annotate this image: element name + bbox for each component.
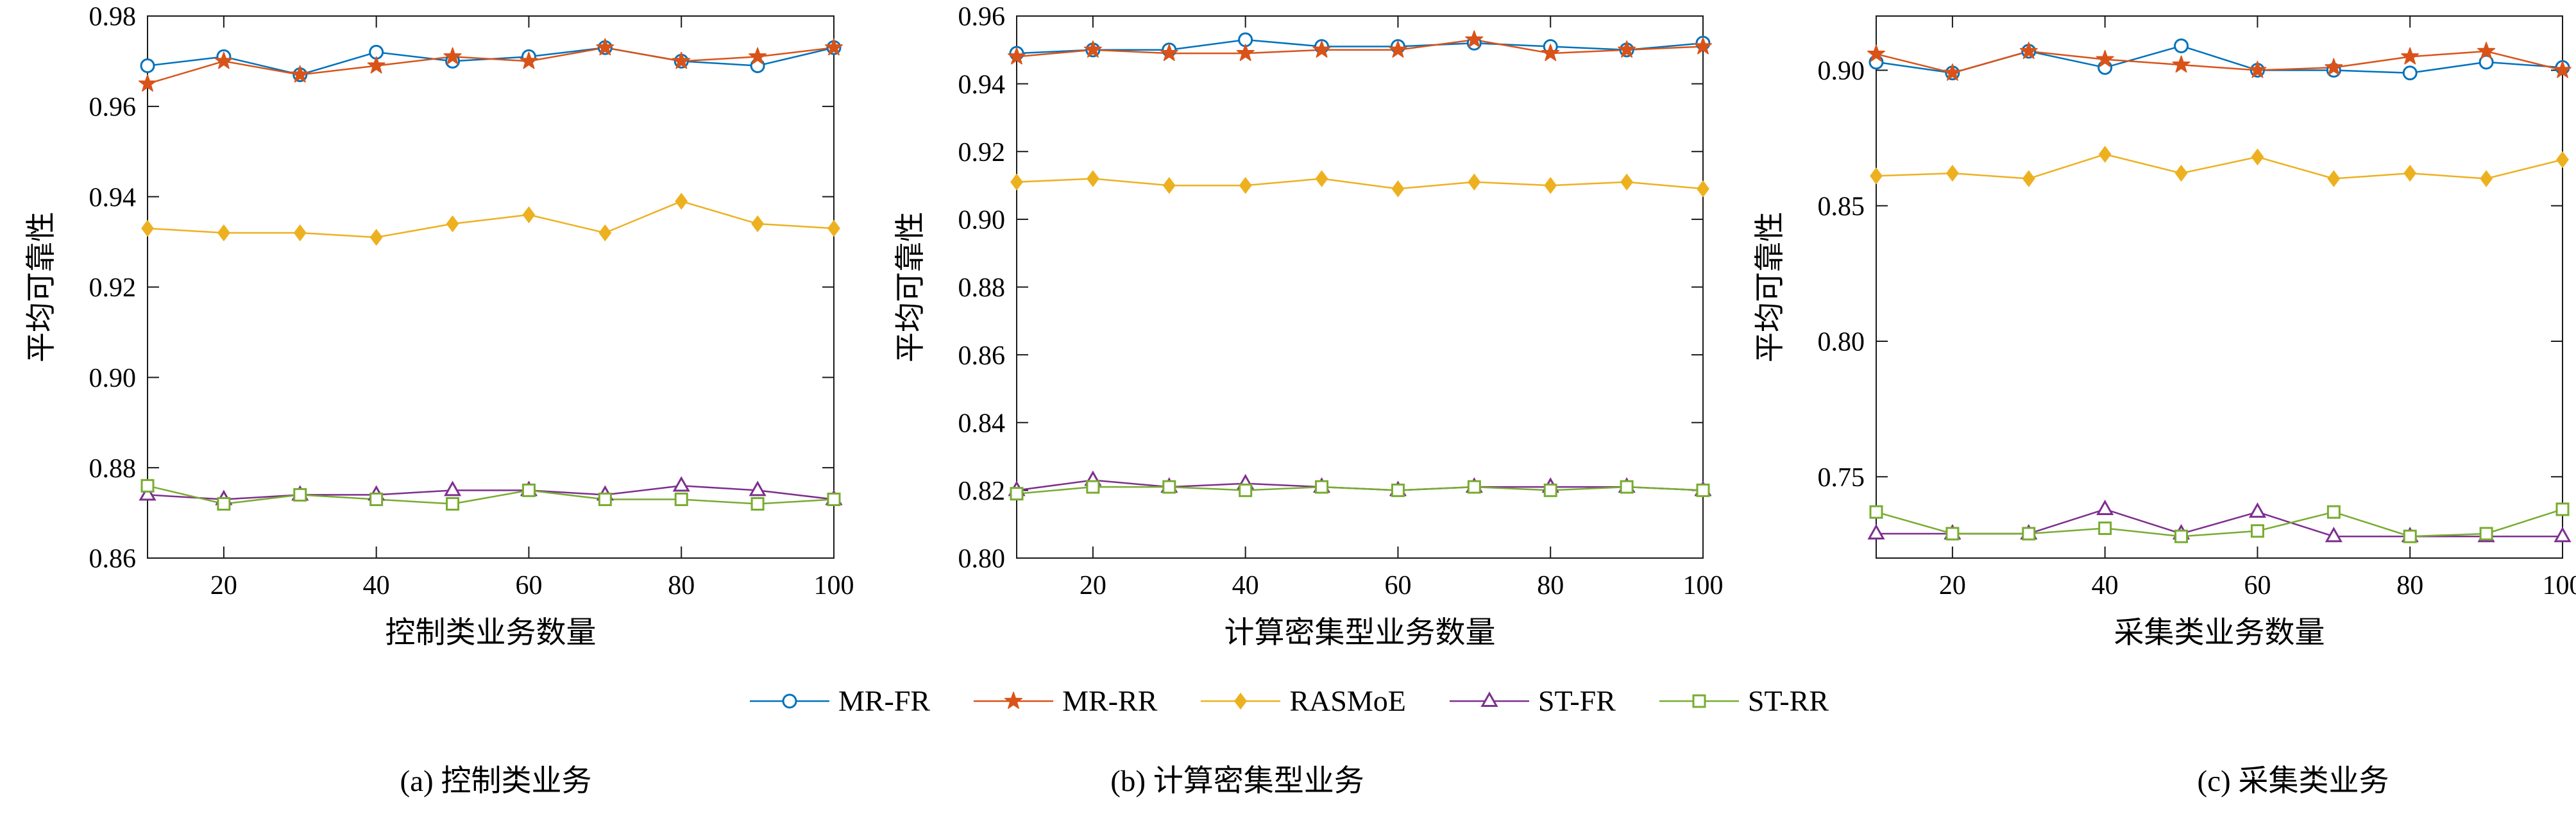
subplots-svg: 20 40 60 80 100 0.86 0.88 0.90 0.92 0.94 0.96 0.98 控…	[25, 3, 2576, 650]
legend-circle-marker-icon	[749, 693, 829, 709]
svg-text:0.86: 0.86	[958, 341, 1006, 371]
svg-text:平均可靠性: 平均可靠性	[25, 212, 58, 362]
svg-text:计算密集型业务数量: 计算密集型业务数量	[1224, 616, 1496, 650]
svg-text:0.82: 0.82	[958, 477, 1006, 506]
svg-text:平均可靠性: 平均可靠性	[1754, 212, 1787, 362]
svg-text:40: 40	[1232, 571, 1259, 600]
legend-item-st-fr: ST-FR	[1447, 685, 1616, 717]
svg-text:0.90: 0.90	[1818, 56, 1865, 86]
svg-text:0.80: 0.80	[958, 545, 1006, 574]
svg-text:0.80: 0.80	[1818, 328, 1865, 357]
subplot-a: 20 40 60 80 100 0.86 0.88 0.90 0.92 0.94 0.96 0.98 控…	[25, 3, 854, 650]
svg-text:80: 80	[1537, 571, 1564, 600]
svg-text:60: 60	[1384, 571, 1411, 600]
legend-triangle-marker-icon	[1449, 691, 1529, 707]
svg-text:80: 80	[668, 571, 695, 600]
svg-text:80: 80	[2396, 571, 2423, 600]
svg-text:60: 60	[515, 571, 542, 600]
svg-text:0.94: 0.94	[958, 70, 1006, 99]
svg-text:20: 20	[1939, 571, 1966, 600]
svg-text:20: 20	[210, 571, 237, 600]
legend-item-mr-fr: MR-FR	[747, 685, 930, 717]
svg-text:0.88: 0.88	[958, 273, 1006, 303]
svg-text:0.88: 0.88	[89, 454, 137, 484]
svg-text:40: 40	[2092, 571, 2119, 600]
caption-subplot-c: (c) 采集类业务	[2197, 765, 2389, 798]
svg-text:平均可靠性: 平均可靠性	[894, 212, 928, 362]
legend-label-st-fr: ST-FR	[1538, 684, 1616, 717]
legend-label-st-rr: ST-RR	[1747, 684, 1829, 717]
legend-label-rasmoe: RASMoE	[1289, 684, 1406, 717]
svg-text:控制类业务数量: 控制类业务数量	[386, 616, 597, 650]
svg-text:0.90: 0.90	[89, 364, 137, 393]
legend-item-mr-rr: MR-RR	[971, 685, 1157, 717]
subplot-b: 20 40 60 80 100 0.80 0.82 0.84 0.86 0.88 0.90 0.92 0…	[894, 3, 1724, 650]
svg-text:0.94: 0.94	[89, 183, 137, 212]
svg-text:100: 100	[1683, 571, 1724, 600]
svg-text:0.92: 0.92	[958, 138, 1006, 167]
svg-text:0.84: 0.84	[958, 409, 1006, 438]
caption-subplot-a: (a) 控制类业务	[400, 765, 592, 798]
legend: MR-FR MR-RR RASMoE ST-FR ST-RR	[0, 685, 2576, 717]
svg-text:100: 100	[814, 571, 854, 600]
svg-text:0.98: 0.98	[89, 3, 137, 32]
svg-text:0.96: 0.96	[89, 93, 137, 123]
subplot-c: 20 40 60 80 100 0.75 0.80 0.85 0.90 采集类业务数量 平均可靠性	[1754, 15, 2576, 650]
legend-label-mr-rr: MR-RR	[1062, 684, 1158, 717]
legend-label-mr-fr: MR-FR	[838, 684, 931, 717]
svg-text:0.75: 0.75	[1818, 463, 1865, 493]
legend-item-st-rr: ST-RR	[1657, 685, 1829, 717]
svg-text:0.86: 0.86	[89, 545, 137, 574]
svg-text:0.90: 0.90	[958, 206, 1006, 235]
svg-text:20: 20	[1080, 571, 1106, 600]
legend-diamond-marker-icon	[1201, 692, 1281, 710]
svg-text:100: 100	[2543, 571, 2576, 600]
legend-star-marker-icon	[974, 691, 1054, 709]
svg-text:0.85: 0.85	[1818, 192, 1865, 221]
svg-text:0.96: 0.96	[958, 3, 1006, 32]
svg-text:0.92: 0.92	[89, 273, 137, 303]
svg-text:40: 40	[363, 571, 390, 600]
legend-square-marker-icon	[1659, 694, 1739, 708]
svg-text:60: 60	[2244, 571, 2271, 600]
caption-subplot-b: (b) 计算密集型业务	[1110, 765, 1364, 798]
legend-item-rasmoe: RASMoE	[1198, 684, 1406, 717]
svg-text:采集类业务数量: 采集类业务数量	[2114, 616, 2325, 650]
